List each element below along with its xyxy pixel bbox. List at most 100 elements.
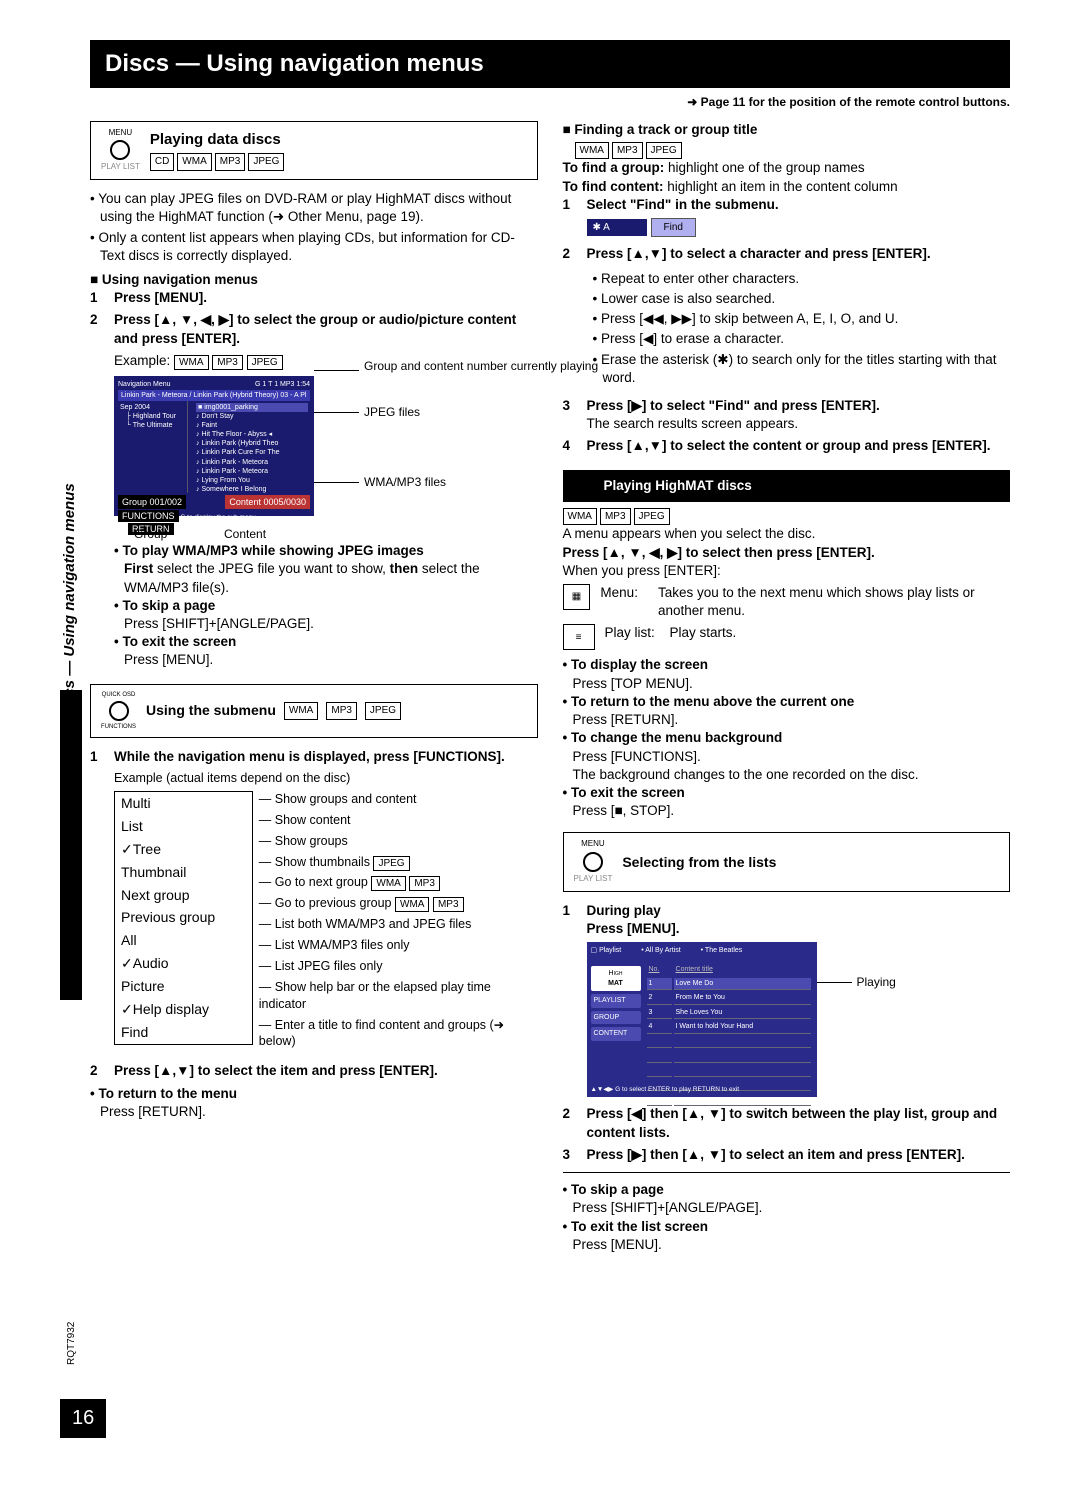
file-item: Linkin Park Cure For The [201, 449, 279, 456]
screenshot-path: Linkin Park - Meteora / Linkin Park (Hyb… [118, 390, 310, 401]
step: Press [▶] then [▲, ▼] to select an item … [587, 1146, 965, 1164]
sidebar-tab [60, 690, 82, 1000]
subheading-finding: Finding a track or group title [563, 121, 1011, 139]
highmat-box: Playing HighMAT discs [563, 470, 1011, 502]
tree-desc: Show groups [275, 834, 348, 848]
find-button: Find [651, 218, 696, 238]
tree-item: Multi [115, 792, 252, 815]
tree-desc: Show content [275, 813, 351, 827]
format-badge: MP3 [600, 508, 631, 526]
cell: 1 [647, 978, 672, 990]
file-item: Don't Stay [201, 413, 233, 420]
tip-body: Press [TOP MENU]. [563, 675, 1011, 693]
note: You can play JPEG files on DVD-RAM or pl… [90, 190, 538, 226]
tip-title: To skip a page [122, 598, 215, 613]
menu-icon: MENU PLAY LIST [574, 839, 613, 885]
crumb: • All By Artist [641, 946, 680, 955]
step: Press [▲,▼] to select the content or gro… [587, 437, 991, 455]
substep: Repeat to enter other characters. [593, 270, 1011, 288]
format-row: CD WMA MP3 JPEG [150, 153, 285, 171]
screenshot-title: Navigation Menu [118, 380, 171, 389]
select-steps: 1 During play Press [MENU]. ▢ Playlist •… [563, 902, 1011, 1164]
format-badge: MP3 [215, 153, 246, 171]
format-badge: JPEG [248, 153, 284, 171]
format-badge: MP3 [212, 355, 243, 370]
file-item: img0001_parking [204, 404, 258, 411]
step: Select "Find" in the submenu. [587, 197, 779, 212]
format-badge: MP3 [409, 876, 440, 891]
playlist-footer: ▲▼◀▶ G to select ENTER to play RETURN to… [591, 1086, 813, 1095]
top-note: ➜ Page 11 for the position of the remote… [90, 94, 1010, 110]
side-btn: CONTENT [591, 1027, 641, 1040]
icon-label-bottom: PLAY LIST [101, 162, 140, 173]
cell: From Me to You [674, 992, 811, 1004]
file-item: Lying From You [201, 477, 249, 484]
side-btn: PLAYLIST [591, 994, 641, 1007]
icon-label-top: MENU [101, 128, 140, 139]
page-number: 16 [60, 1399, 106, 1438]
format-badge: MP3 [326, 702, 357, 720]
example-label: Example: [114, 353, 170, 368]
cell: She Loves You [674, 1007, 811, 1019]
group-item: The Ultimate [133, 422, 173, 429]
tree-desc: Show thumbnails [275, 855, 370, 869]
file-item: Linkin Park - Meteora [201, 468, 268, 475]
col-head: No. [647, 964, 672, 975]
step: Press [▲, ▼, ◀, ▶] to select the group o… [114, 311, 538, 347]
playlist-label: Play list: [605, 624, 660, 642]
tip-title: To display the screen [571, 657, 708, 672]
format-badge: CD [150, 153, 174, 171]
menu-desc: Takes you to the next menu which shows p… [658, 584, 1010, 620]
playlist-desc: Play starts. [670, 624, 737, 642]
tip-body: Press [MENU]. [563, 1236, 1011, 1254]
panel-title: Using the submenu [146, 701, 276, 720]
highmat-title: Playing HighMAT discs [564, 471, 1010, 501]
panel-playing-data-discs: MENU PLAY LIST Playing data discs CD WMA… [90, 121, 538, 181]
find-line-label: To find content: [563, 179, 664, 194]
format-badge: MP3 [612, 142, 643, 160]
hint: to exit [175, 527, 192, 534]
page-header: Discs — Using navigation menus [90, 40, 1010, 88]
cell: 4 [647, 1021, 672, 1033]
highmat-when: When you press [ENTER]: [563, 562, 1011, 580]
tree-item: Next group [115, 884, 252, 907]
tip-title: To change the menu background [571, 730, 782, 745]
format-badge: WMA [563, 508, 597, 526]
tip-body: Press [■, STOP]. [563, 802, 1011, 820]
panel-title: Selecting from the lists [622, 853, 776, 872]
tip-body: Press [MENU]. [114, 651, 538, 669]
tree-item: Previous group [115, 906, 252, 929]
tip-title: To exit the screen [122, 634, 236, 649]
step: Press [▲,▼] to select the item and press… [114, 1062, 438, 1080]
tip-body: Press [RETURN]. [563, 711, 1011, 729]
button-functions: FUNCTIONS [118, 510, 179, 522]
icon-label-top: QUICK OSD [101, 691, 136, 699]
tree-item: Find [115, 1021, 252, 1044]
tree-desc: Show help bar or the elapsed play time i… [259, 980, 491, 1011]
format-badge: JPEG [365, 702, 401, 720]
annotation: Group and content number currently playi… [364, 358, 598, 374]
cell: I Want to hold Your Hand [674, 1021, 811, 1033]
format-badge: JPEG [247, 355, 283, 370]
tree-item: ✓Audio [115, 952, 252, 975]
find-line-label: To find a group: [563, 160, 665, 175]
format-badge: JPEG [646, 142, 682, 160]
cell: Love Me Do [674, 978, 811, 990]
tree-desc: Go to previous group [275, 896, 392, 910]
side-btn: GROUP [591, 1011, 641, 1024]
substep: Press [◀] to erase a character. [593, 330, 1011, 348]
tip-title: To play WMA/MP3 while showing JPEG image… [122, 543, 423, 558]
screenshot-annotated: Navigation Menu G 1 T 1 MP3 1:54 Linkin … [114, 376, 538, 516]
icon-label-bottom: PLAY LIST [574, 874, 613, 885]
tree-desc: List WMA/MP3 files only [275, 938, 410, 952]
group-item: Sep 2004 [120, 403, 185, 412]
tree-item: Picture [115, 975, 252, 998]
tree-item: All [115, 929, 252, 952]
tree-desc: Show groups and content [275, 792, 417, 806]
substep: Erase the asterisk (✱) to search only fo… [593, 351, 1011, 387]
steps-list-3: 2Press [▲,▼] to select the item and pres… [90, 1062, 538, 1080]
panel-title: Playing data discs [150, 130, 285, 150]
format-badge: JPEG [373, 856, 409, 871]
group-counter: Group 001/002 [118, 495, 186, 509]
step: Press [MENU]. [587, 920, 817, 938]
